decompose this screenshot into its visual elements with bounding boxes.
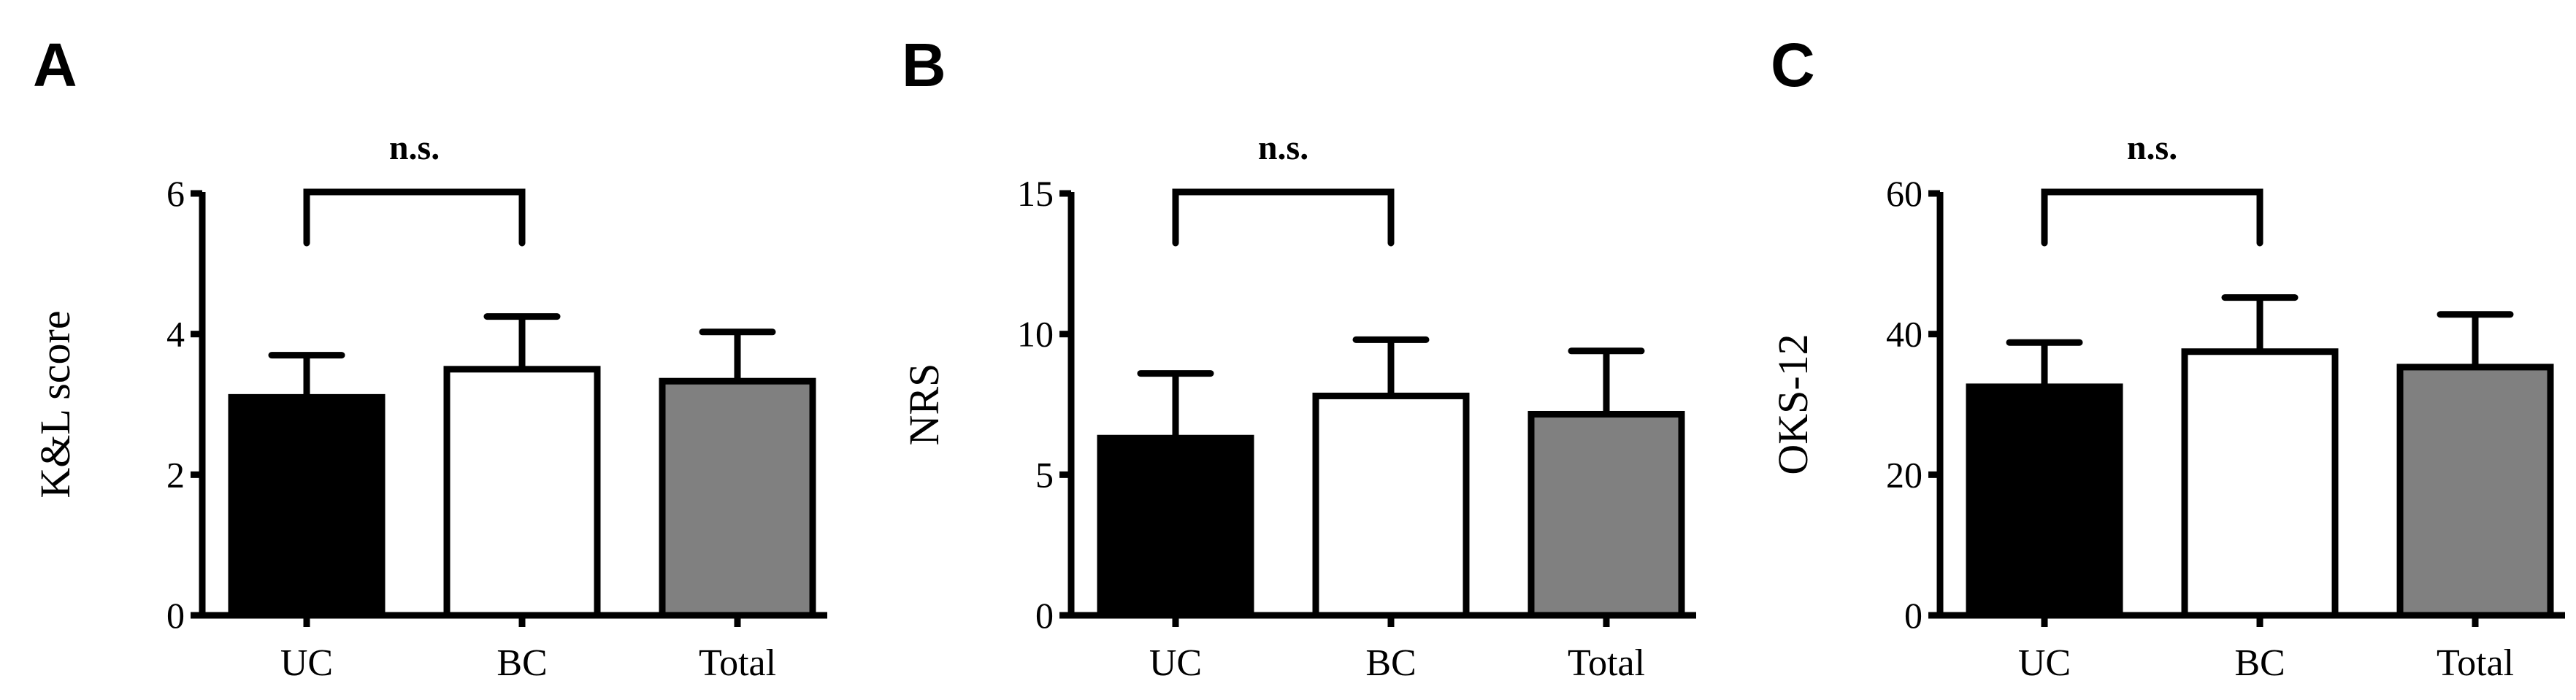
bar-uc [228,393,386,619]
x-tick-label: BC [2234,642,2285,684]
panel-c: C OKS-12 0 20 40 60 UC BC Total n.s. [1769,31,2565,684]
y-axis-label: OKS-12 [1769,334,1817,474]
bar-total [659,377,816,619]
significance-bracket [1172,188,1395,247]
y-tick-label: 10 [1017,314,1054,355]
y-tick-label: 0 [1035,595,1054,636]
x-tick-label: BC [1365,642,1416,684]
panel-letter: B [902,31,946,99]
bar-bc [2181,348,2339,619]
x-tick-label: UC [280,642,333,684]
y-tick-label: 0 [166,595,185,636]
y-tick-label: 20 [1886,454,1923,495]
significance-bracket [303,188,526,247]
panel-b: B NRS 0 5 10 15 UC BC Total n.s. [900,31,1696,684]
y-axis-label: K&L score [31,310,79,498]
panel-a: A K&L score 0 2 4 6 UC BC Total n.s. [31,31,827,684]
bar-bc [443,366,601,619]
significance-label: n.s. [1258,128,1308,167]
panel-letter: C [1771,31,1815,99]
x-tick-label: Total [2437,642,2514,684]
y-tick-label: 2 [166,454,185,495]
y-tick-label: 15 [1017,173,1054,214]
x-tick-label: UC [2018,642,2071,684]
bar-uc [1097,434,1254,619]
x-tick-label: Total [699,642,776,684]
x-tick-label: UC [1149,642,1202,684]
y-tick-label: 6 [166,173,185,214]
bar-total [2396,364,2554,619]
bar-total [1527,410,1685,619]
significance-bracket [2041,188,2263,247]
x-tick-label: BC [497,642,547,684]
y-tick-label: 40 [1886,314,1923,355]
panel-letter: A [33,31,77,99]
x-tick-label: Total [1568,642,1645,684]
significance-label: n.s. [2127,128,2177,167]
y-axis-label: NRS [900,364,948,446]
significance-label: n.s. [389,128,440,167]
y-tick-label: 0 [1904,595,1923,636]
bar-uc [1966,383,2123,619]
bar-bc [1312,392,1470,619]
y-tick-label: 5 [1035,454,1054,495]
y-tick-label: 4 [166,314,185,355]
y-tick-label: 60 [1886,173,1923,214]
